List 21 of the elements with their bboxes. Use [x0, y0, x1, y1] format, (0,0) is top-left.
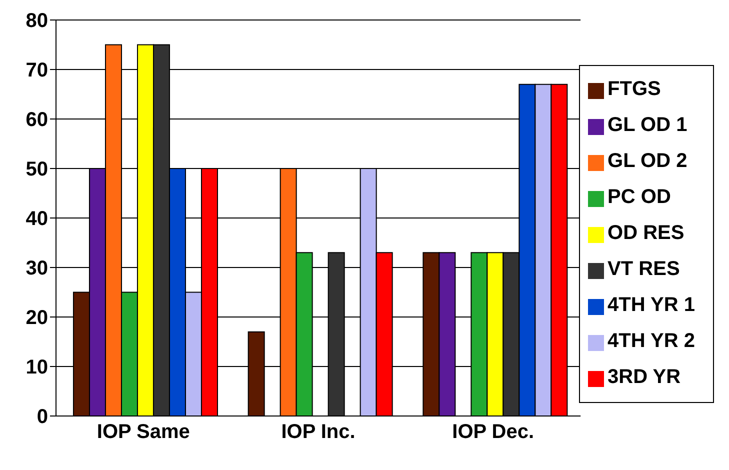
x-tick-label: IOP Same [96, 421, 190, 444]
y-tick-label: 20 [26, 307, 48, 330]
legend-label: OD RES [608, 222, 684, 244]
legend-label: 3RD YR [608, 366, 681, 388]
legend-label: 4TH YR 1 [608, 294, 695, 316]
y-tick-label: 80 [26, 10, 48, 32]
x-tick-label: IOP Dec. [452, 421, 534, 444]
y-tick-label: 70 [26, 60, 48, 82]
legend-label: PC OD [608, 186, 671, 208]
y-tick-label: 30 [26, 258, 48, 280]
y-tick-label: 10 [26, 356, 48, 379]
x-tick-label: IOP Inc. [281, 421, 356, 444]
legend-label: GL OD 1 [608, 114, 688, 136]
y-tick-label: 60 [26, 109, 48, 132]
legend-label: 4TH YR 2 [608, 330, 695, 352]
y-tick-label: 50 [26, 158, 48, 181]
legend-label: GL OD 2 [608, 150, 688, 172]
y-tick-label: 0 [36, 406, 48, 428]
legend-label: VT RES [608, 258, 680, 280]
y-tick-label: 40 [26, 208, 48, 230]
legend-label: FTGS [608, 78, 661, 100]
